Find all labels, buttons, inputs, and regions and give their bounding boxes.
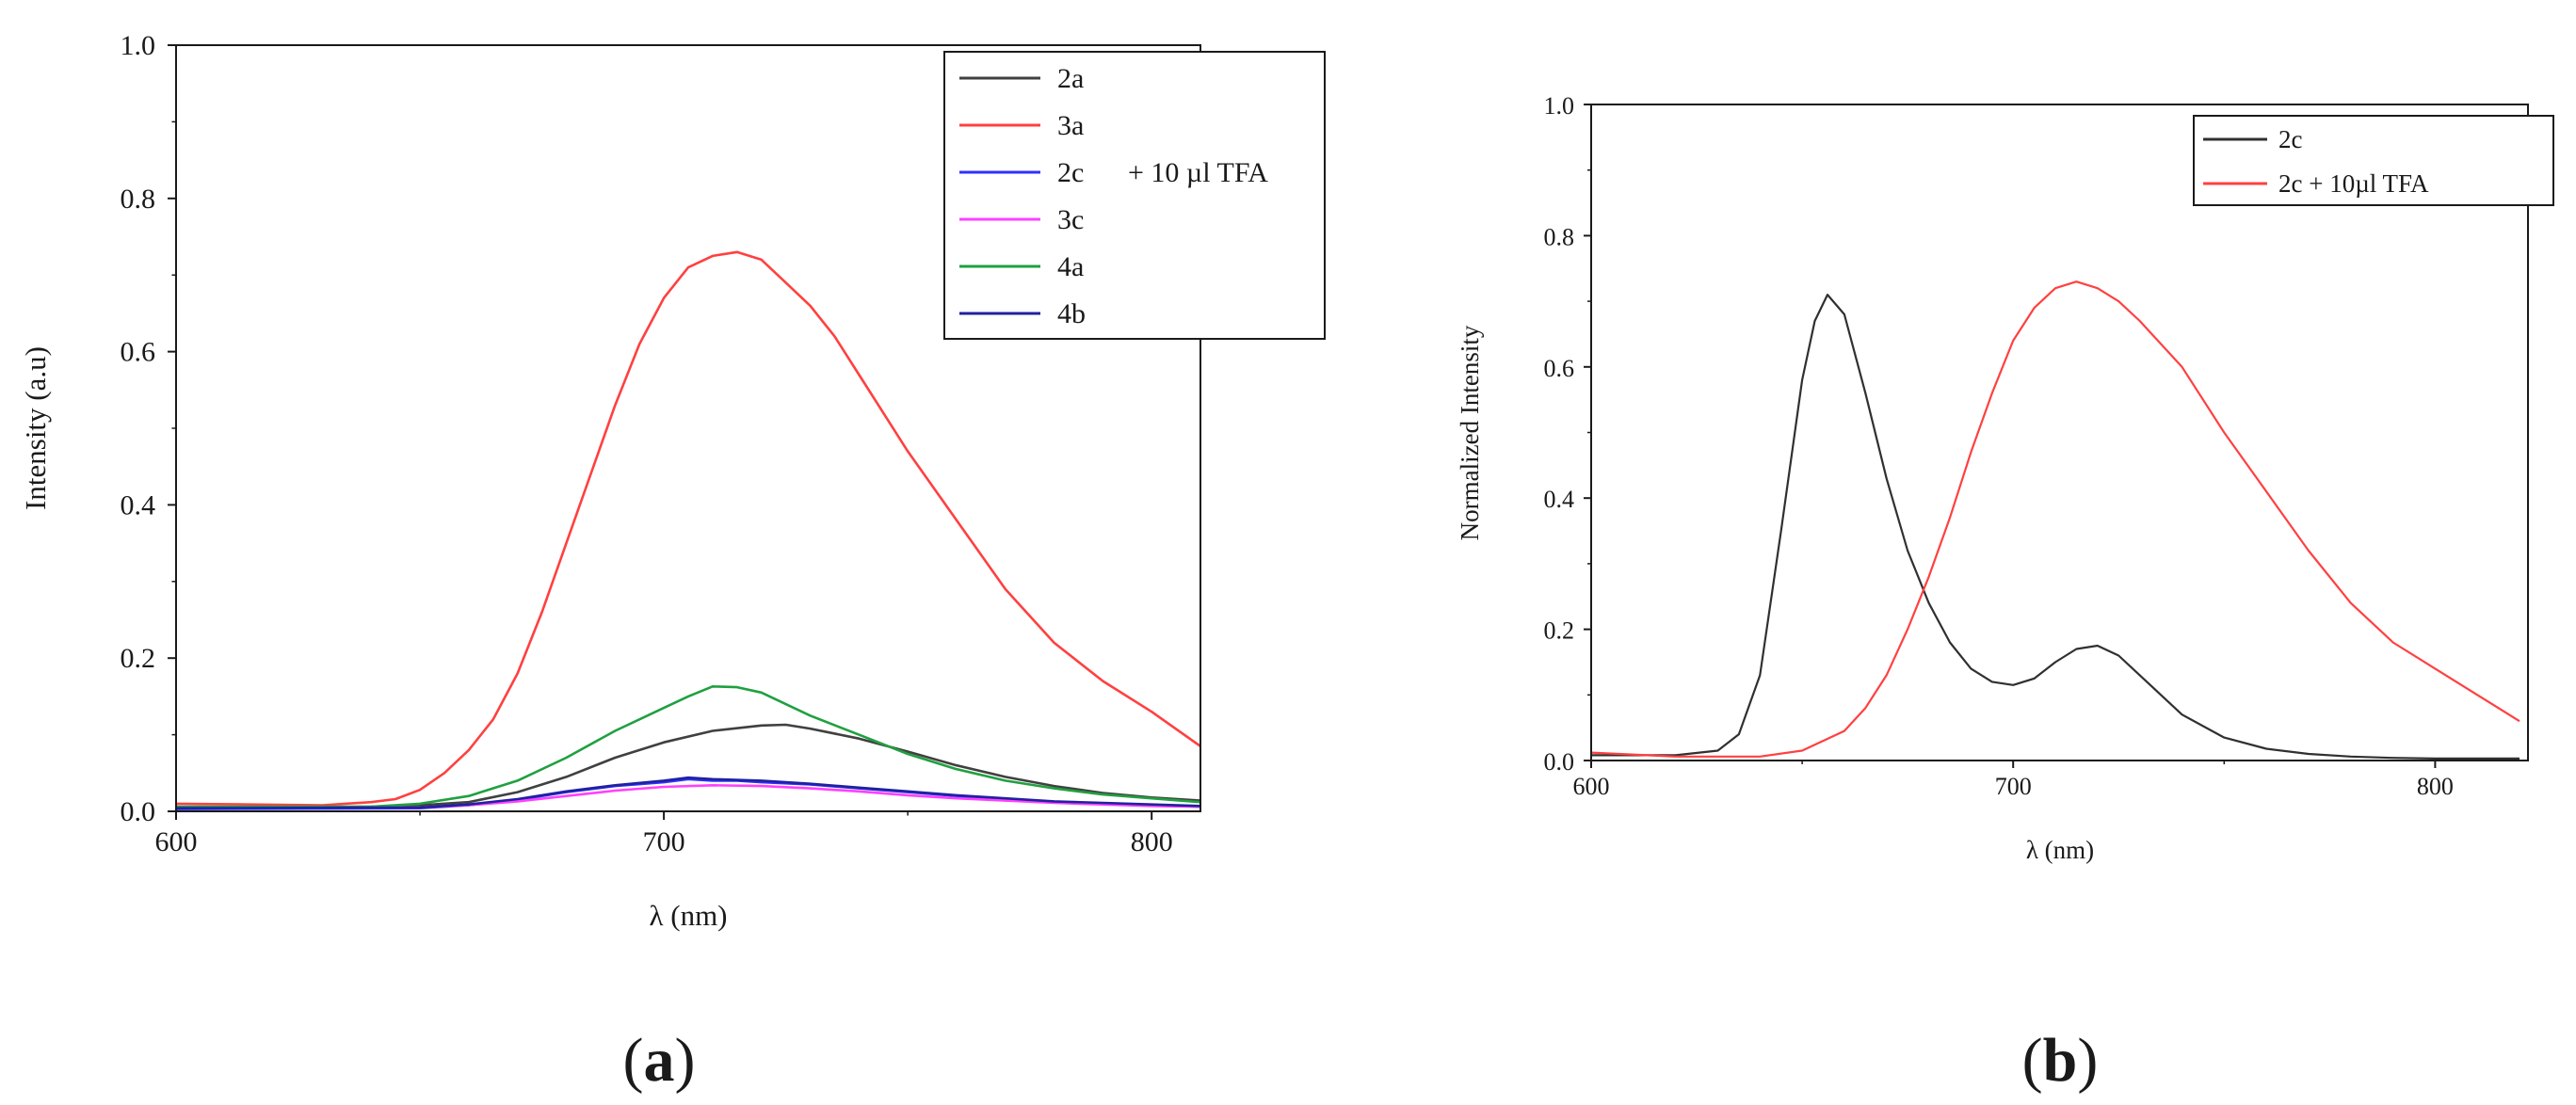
legend-note-tfa: + 10 µl TFA <box>1128 157 1268 188</box>
panel-b-y-tick-label: 0.6 <box>1544 355 1575 382</box>
panel-a-x-axis: 600 700 800 <box>155 811 1173 857</box>
panel-a-legend-box <box>943 51 1326 340</box>
panel-a-x-axis-label: λ (nm) <box>649 899 727 932</box>
panel-a-y-axis: 0.0 0.2 0.4 0.6 0.8 1.0 <box>121 30 176 827</box>
legend-label-4a: 4a <box>1057 251 1084 282</box>
panel-b-plot-frame <box>1590 104 2529 761</box>
legend-label-3c: 3c <box>1057 204 1084 235</box>
panel-a-caption: (a) <box>623 1026 696 1095</box>
panel-b-x-tick-label: 700 <box>1995 773 2032 800</box>
panel-a-y-tick-label: 0.4 <box>121 489 156 520</box>
series-line-3c <box>176 784 1201 809</box>
panel-a-series-lines <box>175 250 1201 810</box>
series-line-3a <box>175 250 1201 807</box>
legend-label-3a: 3a <box>1057 110 1084 141</box>
panel-b-y-tick-label: 1.0 <box>1544 92 1575 120</box>
panel-a: 0.0 0.2 0.4 0.6 0.8 1.0 600 700 800 Intensity (… <box>19 30 1326 1095</box>
panel-b-caption: (b) <box>2022 1026 2099 1095</box>
panel-a-y-axis-label: Intensity (a.u) <box>19 346 52 510</box>
panel-a-plot-frame <box>175 44 1201 812</box>
panel-b-caption-letter: b <box>2043 1026 2078 1095</box>
panel-a-x-tick-label: 800 <box>1131 826 1173 857</box>
panel-a-y-tick-label: 0.6 <box>121 337 156 368</box>
panel-b: 0.0 0.2 0.4 0.6 0.8 1.0 600 700 800 Normalized … <box>1456 92 2554 1095</box>
panel-b-y-tick-label: 0.8 <box>1544 223 1575 250</box>
panel-b-y-tick-label: 0.2 <box>1544 617 1575 645</box>
panel-b-x-axis-label: λ (nm) <box>2026 836 2094 864</box>
series-line-4b <box>175 776 1201 809</box>
panel-b-y-axis: 0.0 0.2 0.4 0.6 0.8 1.0 <box>1544 92 1591 776</box>
panel-a-y-tick-label: 0.2 <box>121 643 156 674</box>
panel-b-x-tick-label: 800 <box>2417 773 2454 800</box>
panel-a-legend: 2a 3a 2c 3c 4a 4b + 10 µl TFA <box>943 51 1326 340</box>
panel-a-x-tick-label: 600 <box>155 826 198 857</box>
series-line-2c <box>1591 294 2520 760</box>
panel-a-y-tick-label: 0.0 <box>121 796 156 827</box>
series-line-2a <box>175 723 1201 809</box>
panel-b-y-tick-label: 0.0 <box>1544 748 1575 776</box>
panel-b-y-axis-label: Normalized Intensity <box>1456 325 1484 540</box>
panel-b-y-tick-label: 0.4 <box>1544 486 1575 513</box>
legend-label-4b: 4b <box>1057 298 1086 329</box>
panel-a-y-tick-label: 0.8 <box>121 184 156 215</box>
series-line-4a <box>176 685 1201 809</box>
panel-a-x-tick-label: 700 <box>643 826 685 857</box>
panel-b-series-lines <box>1590 280 2520 760</box>
panel-b-legend-box <box>2193 115 2554 206</box>
legend-label-2c-tfa: 2c + 10µl TFA <box>2278 169 2429 198</box>
panel-b-x-axis: 600 700 800 <box>1573 761 2454 800</box>
panel-b-legend: 2c 2c + 10µl TFA <box>2193 115 2554 206</box>
series-line-2c-10-l-tfa <box>1590 280 2520 758</box>
panel-a-caption-letter: a <box>644 1026 675 1095</box>
legend-label-2a: 2a <box>1057 63 1084 94</box>
panel-a-y-tick-label: 1.0 <box>121 30 156 61</box>
legend-label-2c-b: 2c <box>2278 125 2303 153</box>
legend-label-2c: 2c <box>1057 157 1084 188</box>
panel-b-x-tick-label: 600 <box>1573 773 1610 800</box>
